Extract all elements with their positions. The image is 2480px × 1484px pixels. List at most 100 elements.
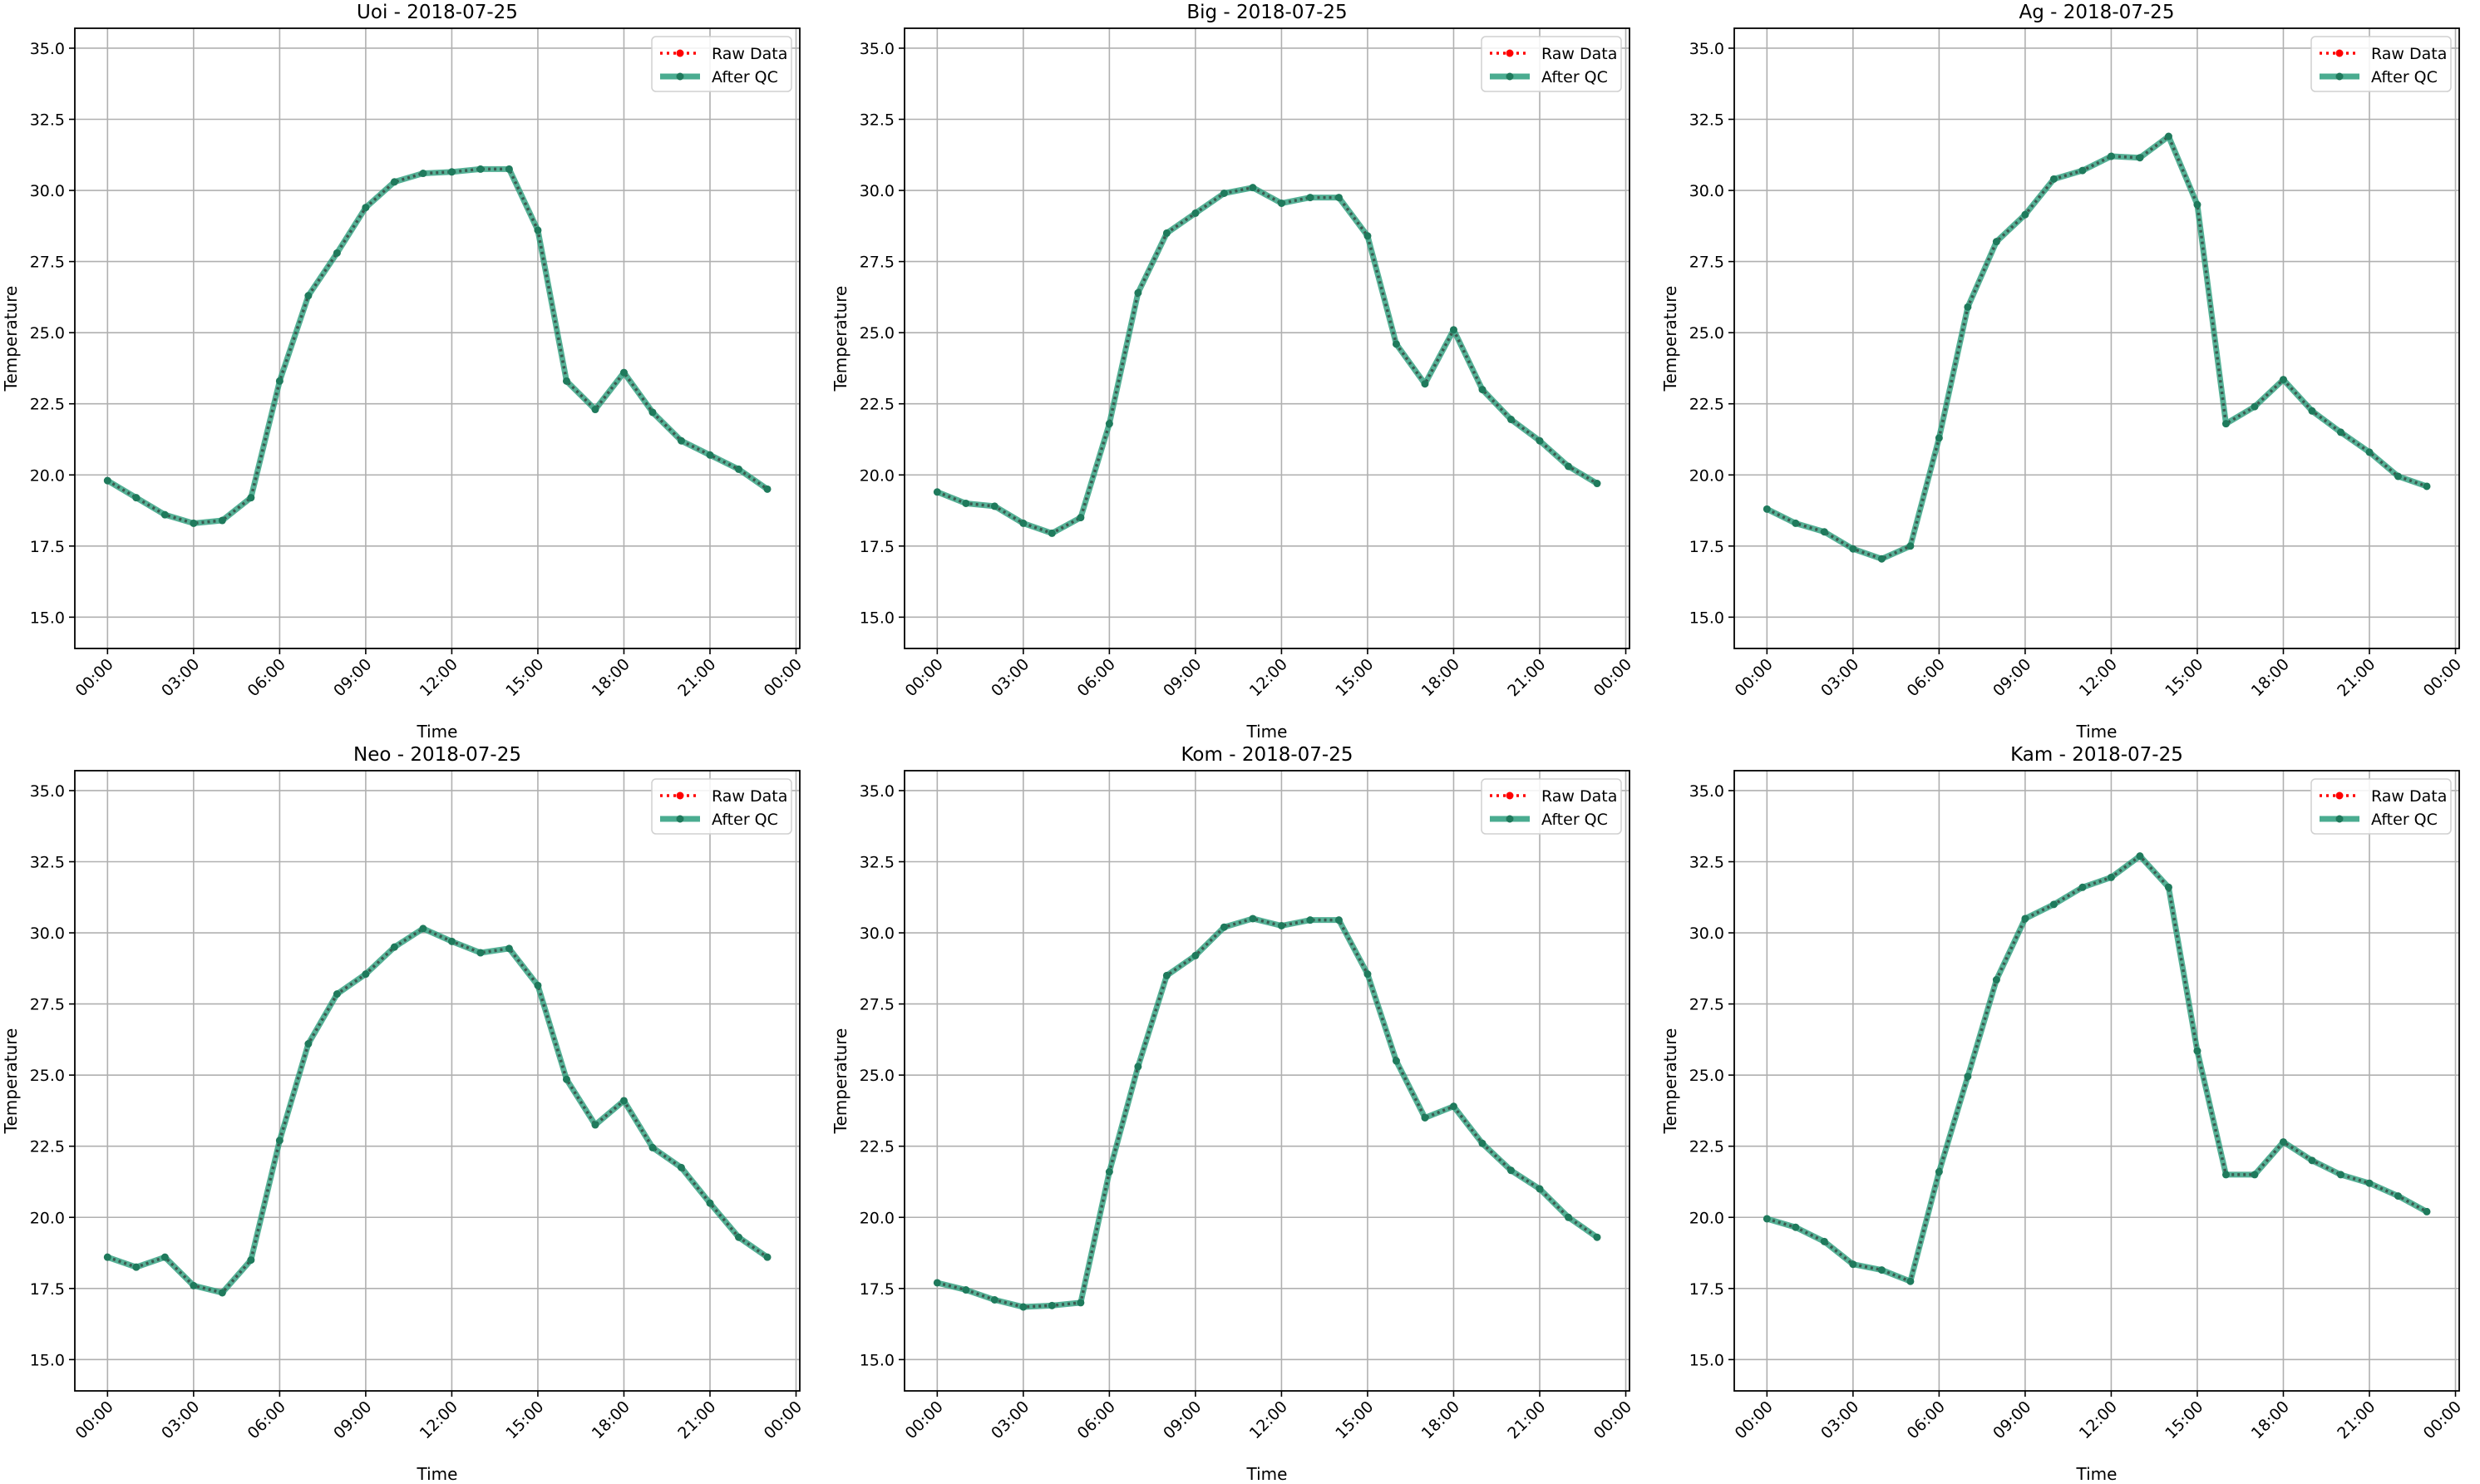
y-tick-label: 15.0 (860, 609, 895, 627)
legend: Raw Data After QC (2310, 36, 2452, 92)
subplot-1: 00:00 03:00 06:00 09:00 12:00 15:00 18:00 21:00… (831, 2, 1635, 742)
data-point (619, 1097, 628, 1105)
data-point (275, 1136, 283, 1145)
x-tick-label: 18:00 (1418, 1398, 1463, 1442)
data-point (1763, 505, 1771, 513)
data-point (390, 178, 398, 186)
data-point (2308, 407, 2316, 415)
x-tick-label: 18:00 (589, 1398, 634, 1442)
data-point (619, 368, 628, 377)
x-tick-label: 18:00 (2248, 1398, 2293, 1442)
data-point (132, 1263, 141, 1271)
data-point (2221, 420, 2230, 428)
x-tick-label: 00:00 (1732, 655, 1777, 700)
data-point (333, 249, 341, 257)
data-point (1593, 1233, 1601, 1241)
y-tick-label: 17.5 (1689, 1280, 1724, 1299)
data-point (2107, 873, 2115, 881)
x-tick-label: 00:00 (2420, 1398, 2465, 1442)
x-tick-label: 15:00 (2162, 1398, 2206, 1442)
data-point (562, 1075, 570, 1083)
data-point (1763, 1215, 1771, 1223)
x-tick-label: 21:00 (674, 655, 719, 700)
data-point (648, 408, 657, 417)
data-point (534, 981, 542, 989)
x-tick-label: 15:00 (502, 655, 547, 700)
subplot-4: 00:00 03:00 06:00 09:00 12:00 15:00 18:00 21:00… (831, 744, 1635, 1484)
x-axis-label: Time (417, 1464, 458, 1481)
after-qc-legend-marker (1506, 815, 1514, 823)
axes-frame (1733, 770, 2460, 1392)
x-tick-label: 12:00 (417, 1398, 461, 1442)
data-point (2336, 1171, 2344, 1179)
data-point (476, 949, 485, 957)
data-point (1334, 194, 1343, 202)
x-axis-label: Time (417, 722, 458, 742)
x-tick-label: 00:00 (1732, 1398, 1777, 1442)
data-point (362, 204, 370, 212)
y-tick-label: 32.5 (1689, 854, 1724, 872)
y-tick-label: 17.5 (30, 1280, 65, 1299)
y-tick-label: 35.0 (1689, 782, 1724, 801)
data-point (2251, 402, 2259, 411)
data-point (2021, 915, 2029, 923)
y-tick-label: 32.5 (1689, 111, 1724, 130)
data-point (1421, 380, 1429, 388)
data-point (1077, 1299, 1085, 1307)
data-point (734, 1233, 742, 1241)
x-tick-label: 03:00 (158, 655, 203, 700)
raw-data-line (936, 185, 1598, 535)
x-tick-label: 06:00 (1904, 1398, 1949, 1442)
raw-data-legend-marker (2335, 49, 2344, 57)
x-tick-label: 00:00 (2420, 655, 2465, 700)
after-qc-legend-marker (676, 72, 684, 81)
y-tick-label: 17.5 (860, 538, 895, 556)
data-point (447, 168, 456, 176)
y-tick-label: 15.0 (860, 1351, 895, 1369)
data-point (591, 406, 599, 414)
data-point (706, 451, 714, 459)
legend-label-raw: Raw Data (712, 45, 787, 63)
after-qc-legend-marker (676, 815, 684, 823)
legend-label-raw: Raw Data (712, 787, 787, 806)
data-point (763, 1253, 772, 1261)
data-point (1220, 923, 1228, 931)
y-tick-label: 20.0 (1689, 466, 1724, 485)
y-axis-label: Temperature (831, 1028, 850, 1135)
legend-label-qc: After QC (2371, 68, 2438, 86)
data-point (2021, 210, 2029, 219)
data-point (1564, 1213, 1572, 1221)
x-tick-label: 03:00 (1817, 655, 1862, 700)
raw-data-line (106, 926, 769, 1294)
y-tick-label: 17.5 (30, 538, 65, 556)
data-point (2193, 200, 2201, 209)
data-point (1449, 1102, 1457, 1111)
axes-frame (74, 770, 801, 1392)
data-point (1306, 194, 1314, 202)
legend: Raw Data After QC (651, 36, 792, 92)
data-point (103, 476, 111, 485)
data-point (247, 1256, 255, 1265)
data-point (562, 377, 570, 385)
data-point (1277, 199, 1285, 207)
data-point (2365, 448, 2374, 456)
data-point (333, 990, 341, 998)
axes-frame (904, 27, 1630, 649)
data-point (218, 1289, 226, 1297)
y-tick-label: 22.5 (30, 1138, 65, 1156)
y-tick-label: 27.5 (860, 254, 895, 272)
data-point (2423, 1207, 2431, 1215)
subplot-0: 00:00 03:00 06:00 09:00 12:00 15:00 18:00 21:00… (1, 2, 806, 742)
data-point (677, 1163, 685, 1171)
data-point (1506, 1166, 1515, 1175)
x-tick-label: 18:00 (2248, 655, 2293, 700)
data-point (734, 465, 742, 473)
data-point (2049, 900, 2058, 909)
legend-label-qc: After QC (2371, 811, 2438, 829)
x-tick-label: 21:00 (2334, 1398, 2379, 1442)
legend-label-raw: Raw Data (1541, 45, 1617, 63)
legend-label-raw: Raw Data (2371, 45, 2447, 63)
x-tick-label: 18:00 (589, 655, 634, 700)
data-point (2221, 1171, 2230, 1179)
y-tick-label: 27.5 (30, 996, 65, 1014)
